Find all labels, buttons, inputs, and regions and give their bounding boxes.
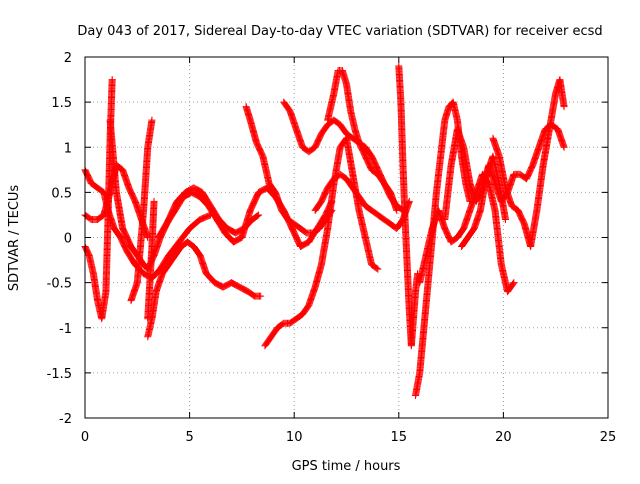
data-point-marker [255,211,263,219]
data-point-marker [150,197,158,205]
x-tick-label: 15 [391,430,408,445]
series-arc-19 [458,152,509,251]
y-axis-label: SDTVAR / TECUs [7,185,22,292]
series-arc-14 [395,62,422,350]
x-tick-labels: 0 5 10 15 20 25 [81,430,616,445]
data-point-marker [560,143,568,151]
series-arc-12 [311,170,413,232]
data-point-marker [509,280,517,288]
chart-title: Day 043 of 2017, Sidereal Day-to-day VTE… [77,24,602,39]
series-arc-13 [324,67,401,214]
y-tick-label: -1.5 [47,367,72,382]
x-tick-label: 20 [495,430,512,445]
x-tick-label: 0 [81,430,89,445]
y-tick-label: -0.5 [47,277,72,292]
series-arc-6 [144,197,158,323]
x-tick-label: 25 [600,430,617,445]
data-point-marker [393,206,401,214]
data-point-marker [108,76,116,84]
data-point-marker [254,212,262,220]
data-points [81,62,568,399]
x-tick-label: 10 [286,430,303,445]
x-axis-label: GPS time / hours [292,459,401,474]
data-point-marker [510,279,518,287]
y-tick-label: 1.5 [51,96,72,111]
data-point-marker [373,264,381,272]
y-tick-label: 0 [64,232,72,247]
series-arc-11 [280,98,407,214]
data-point-marker [148,116,156,124]
plot-area-frame [84,56,609,419]
data-point-marker [501,215,509,223]
series-arc-18 [489,76,568,251]
y-tick-label: 0.5 [51,186,72,201]
y-tick-label: 2 [64,51,72,66]
y-tick-labels: -2 -1.5 -1 -0.5 0 0.5 1 1.5 2 [47,51,72,427]
series-arc-5 [127,116,156,305]
data-point-marker [257,292,265,300]
x-tick-label: 5 [185,430,193,445]
y-tick-label: -2 [59,412,72,427]
data-point-marker [374,265,382,273]
data-point-marker [560,103,568,111]
y-tick-label: 1 [64,141,72,156]
y-tick-label: -1 [59,322,72,337]
series-arc-7 [144,238,265,341]
